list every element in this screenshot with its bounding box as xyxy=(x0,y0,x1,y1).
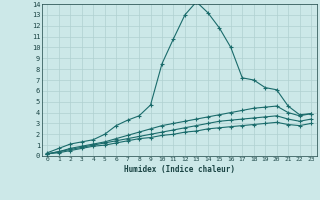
X-axis label: Humidex (Indice chaleur): Humidex (Indice chaleur) xyxy=(124,165,235,174)
